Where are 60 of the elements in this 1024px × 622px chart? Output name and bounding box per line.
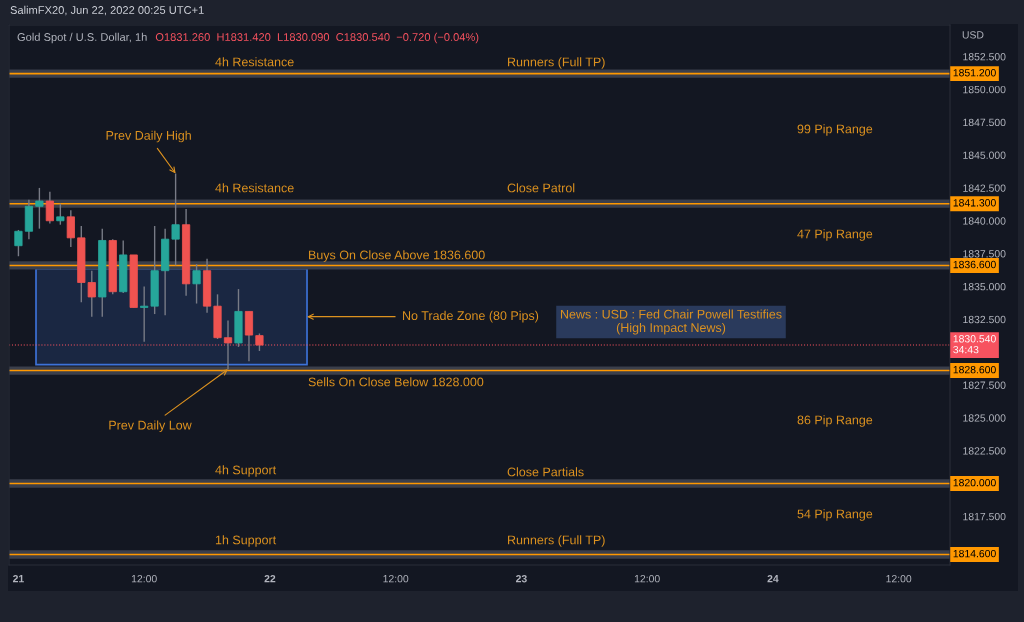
y-tick-label: 1817.500 (963, 512, 1006, 521)
x-tick-label: 12:00 (886, 575, 912, 583)
annotation: Close Patrol (507, 183, 575, 193)
candlestick (244, 310, 254, 363)
y-tick-label: 1845.000 (963, 151, 1006, 159)
candlestick (56, 202, 65, 226)
ref-line-label: 1814.600 (953, 549, 996, 558)
annotation: 99 Pip Range (797, 124, 873, 136)
y-tick-label: 1835.000 (963, 282, 1006, 291)
annotation: Prev Daily Low (109, 420, 192, 433)
candlestick (140, 285, 149, 343)
candlestick (35, 187, 44, 230)
y-tick-label: 1825.000 (963, 414, 1006, 422)
x-tick-label: 12:00 (383, 575, 409, 583)
x-tick-label: 23 (515, 575, 527, 583)
x-tick-label: 24 (767, 575, 779, 583)
annotation: 1h Support (215, 535, 277, 547)
candlestick (223, 319, 233, 370)
annotation: Runners (Full TP) (508, 57, 605, 69)
candlestick (14, 229, 23, 257)
band-label: No Trade Zone (80 Pips) (403, 310, 539, 323)
text: SalimFX20, Jun 22, 2022 00:25 UTC+1 (10, 5, 204, 16)
ref-line-label: 1820.000 (953, 478, 996, 487)
candlestick (45, 191, 54, 225)
annotation: 4h Resistance (215, 183, 294, 193)
annotation: Buys On Close Above 1836.600 (309, 250, 485, 262)
y-axis-title: USD (962, 31, 984, 39)
y-tick-label: 1837.500 (963, 250, 1006, 258)
y-tick-label: 1832.500 (963, 315, 1006, 324)
annotation: Prev Daily High (106, 130, 191, 143)
y-tick-label: 1850.000 (963, 85, 1006, 94)
text: O1831.260 H1831.420 L1830.090 C1830.540 −0.720 (−0.04%) (155, 32, 479, 44)
x-tick-label: 22 (264, 575, 276, 583)
annotation: Sells On Close Below 1828.000 (308, 377, 484, 387)
annotation: 4h Support (215, 465, 277, 477)
y-tick-label: 1827.500 (963, 381, 1006, 389)
x-tick-label: 12:00 (131, 575, 157, 583)
annotation: Close Partials (507, 467, 584, 477)
annotation: 4h Resistance (215, 57, 294, 67)
y-tick-label: 1847.500 (963, 118, 1006, 127)
annotation: Runners (Full TP) (508, 535, 605, 547)
x-tick-label: 12:00 (634, 575, 660, 583)
y-tick-label: 1840.000 (963, 217, 1006, 225)
candlestick (192, 263, 201, 305)
y-tick-label: 1852.500 (963, 53, 1006, 61)
annotation: 47 Pip Range (797, 229, 873, 241)
text: Gold Spot / U.S. Dollar, 1h (17, 32, 147, 44)
annotation: 54 Pip Range (797, 509, 873, 521)
ref-line-label: 1828.600 (953, 365, 996, 374)
y-tick-label: 1822.500 (963, 447, 1006, 455)
y-tick-label: 1842.500 (963, 184, 1006, 192)
ref-line-label: 1841.300 (953, 199, 996, 207)
ref-line-label: 1851.200 (953, 69, 996, 77)
x-tick-label: 21 (13, 575, 24, 583)
ref-line-label: 1836.600 (953, 260, 996, 269)
candlestick (66, 209, 75, 248)
candlestick (171, 172, 180, 267)
annotation: 86 Pip Range (797, 415, 873, 427)
ref-line-label: 1830.540 34:43 (953, 335, 996, 354)
annotation: News : USD : Fed Chair Powell Testifies (High Impact News) (561, 309, 782, 335)
